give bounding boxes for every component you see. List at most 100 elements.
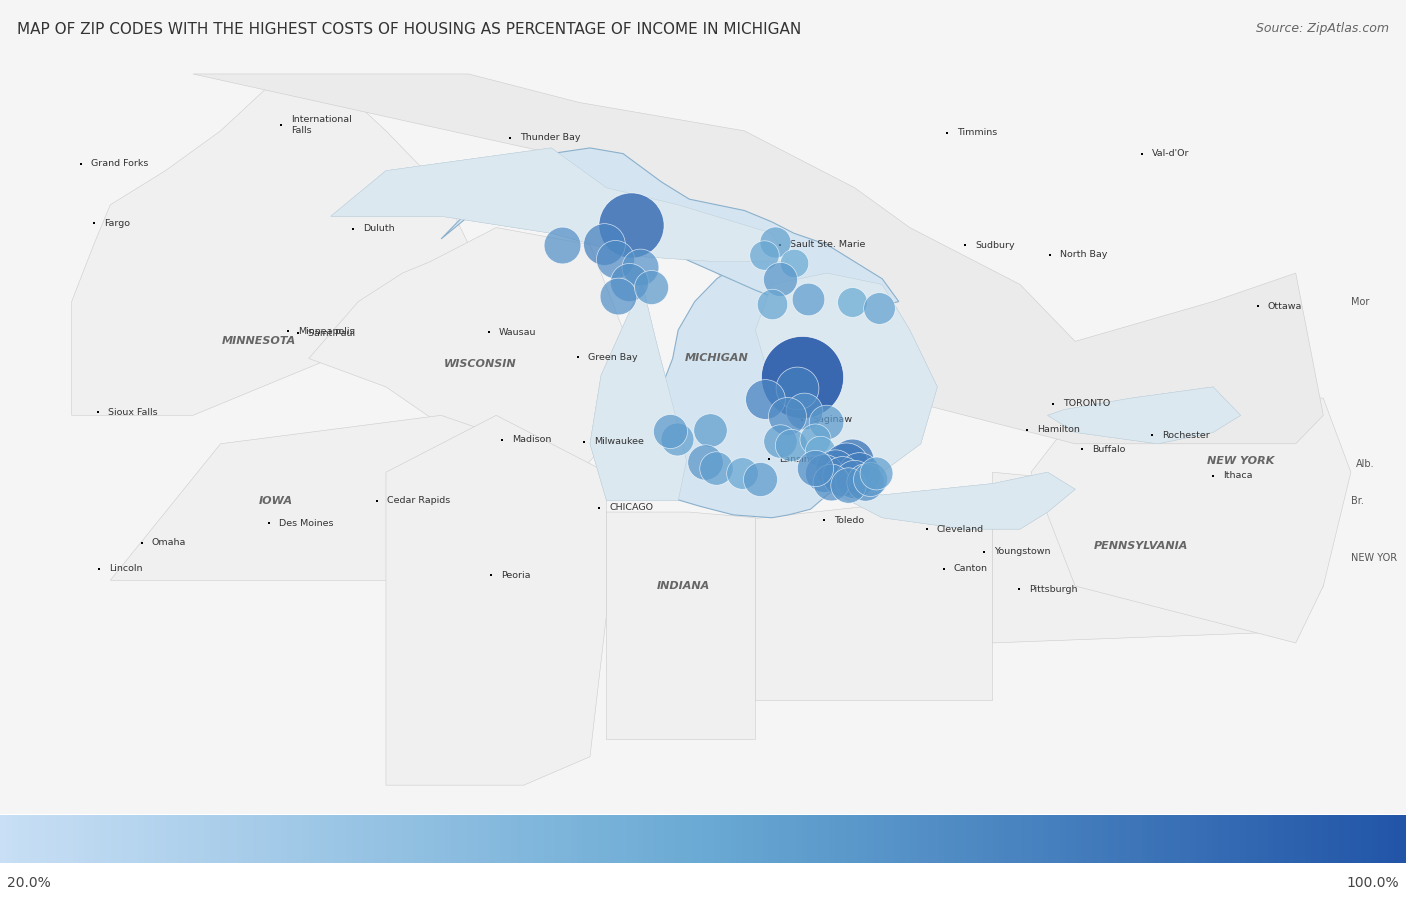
Point [841, 294, 863, 308]
Polygon shape [591, 284, 686, 501]
Point [748, 472, 770, 486]
Text: Canton: Canton [953, 565, 988, 574]
Polygon shape [827, 472, 1076, 530]
Text: MICHIGAN: MICHIGAN [685, 353, 748, 363]
Text: Alb.: Alb. [1357, 458, 1375, 468]
Text: Minneapolis: Minneapolis [298, 326, 354, 335]
Polygon shape [755, 501, 993, 699]
Polygon shape [193, 74, 1323, 444]
Text: PENNSYLVANIA: PENNSYLVANIA [1094, 541, 1188, 551]
Text: CHICAGO: CHICAGO [609, 503, 654, 512]
Polygon shape [72, 80, 468, 415]
Text: Duluth: Duluth [363, 224, 395, 233]
Point [592, 236, 614, 251]
Text: Val-d'Or: Val-d'Or [1153, 149, 1189, 158]
Text: Sudbury: Sudbury [976, 241, 1015, 250]
Text: Saginaw: Saginaw [813, 415, 852, 424]
Polygon shape [993, 472, 1323, 643]
Point [769, 433, 792, 448]
Point [831, 469, 853, 484]
Polygon shape [827, 472, 1076, 530]
Text: MINNESOTA: MINNESOTA [222, 336, 297, 346]
Point [763, 235, 786, 249]
Point [793, 404, 815, 418]
Point [786, 381, 808, 396]
Polygon shape [591, 284, 686, 501]
Polygon shape [309, 227, 634, 472]
Text: Grand Forks: Grand Forks [91, 159, 149, 168]
Polygon shape [330, 148, 789, 262]
Point [693, 455, 716, 469]
Text: Sault Ste. Marie: Sault Ste. Marie [790, 240, 866, 249]
Point [797, 291, 820, 306]
Point [776, 409, 799, 423]
Polygon shape [755, 273, 938, 472]
Point [780, 438, 803, 452]
Text: Peoria: Peoria [501, 571, 530, 580]
Text: Thunder Bay: Thunder Bay [520, 133, 581, 142]
Text: Source: ZipAtlas.com: Source: ZipAtlas.com [1256, 22, 1389, 35]
Point [859, 472, 882, 486]
Text: Milwaukee: Milwaukee [593, 437, 644, 446]
Point [841, 452, 863, 467]
Text: Wausau: Wausau [499, 328, 537, 337]
Text: Ottawa: Ottawa [1268, 301, 1302, 310]
Text: Lincoln: Lincoln [110, 565, 142, 574]
Text: IOWA: IOWA [259, 495, 292, 505]
Point [640, 280, 662, 295]
Text: Pittsburgh: Pittsburgh [1029, 585, 1078, 594]
Point [761, 298, 783, 312]
Text: Fargo: Fargo [104, 218, 131, 227]
Polygon shape [441, 148, 898, 313]
Point [820, 475, 842, 489]
Point [620, 218, 643, 232]
Text: Timmins: Timmins [956, 128, 997, 137]
Point [699, 423, 721, 437]
Point [842, 472, 865, 486]
Text: Cedar Rapids: Cedar Rapids [387, 496, 450, 505]
Text: Toledo: Toledo [834, 515, 863, 524]
Text: Lansing: Lansing [779, 455, 815, 464]
Text: NEW YOR: NEW YOR [1351, 553, 1398, 563]
Point [835, 458, 858, 473]
Polygon shape [1047, 387, 1240, 444]
Point [837, 477, 859, 492]
Text: INDIANA: INDIANA [657, 581, 710, 591]
Point [813, 467, 835, 481]
Text: TORONTO: TORONTO [1063, 399, 1111, 408]
Point [606, 289, 628, 303]
Polygon shape [628, 262, 887, 518]
Point [551, 237, 574, 252]
Point [628, 260, 651, 274]
Point [868, 301, 890, 316]
Text: 20.0%: 20.0% [7, 877, 51, 890]
Text: Madison: Madison [512, 435, 551, 444]
Point [804, 432, 827, 447]
Point [853, 475, 876, 489]
Polygon shape [755, 273, 938, 472]
Text: NEW YORK: NEW YORK [1206, 456, 1274, 466]
Polygon shape [110, 415, 524, 581]
Text: Buffalo: Buffalo [1091, 445, 1125, 454]
Text: Br.: Br. [1351, 495, 1364, 505]
Text: International
Falls: International Falls [291, 115, 352, 135]
Text: Saint Paul: Saint Paul [308, 329, 356, 338]
Text: Ithaca: Ithaca [1223, 471, 1253, 480]
Point [704, 460, 727, 475]
Text: Sioux Falls: Sioux Falls [107, 408, 157, 417]
Polygon shape [0, 0, 1406, 814]
Point [814, 415, 837, 430]
Polygon shape [1031, 387, 1351, 643]
Point [804, 460, 827, 475]
Polygon shape [1047, 387, 1240, 444]
Point [848, 467, 870, 481]
Point [666, 432, 689, 447]
Polygon shape [606, 512, 755, 740]
Point [754, 392, 776, 406]
Point [792, 369, 814, 384]
Point [617, 274, 640, 289]
Text: Rochester: Rochester [1161, 431, 1209, 440]
Text: Omaha: Omaha [152, 539, 186, 547]
Point [865, 467, 887, 481]
Point [730, 467, 752, 481]
